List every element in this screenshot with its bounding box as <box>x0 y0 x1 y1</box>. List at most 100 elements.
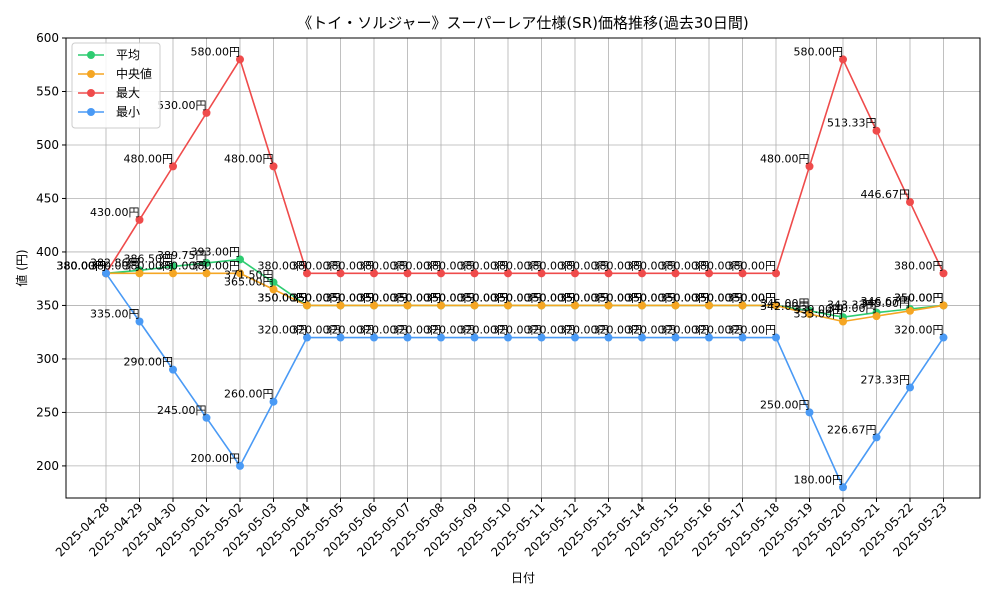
data-label: 350.00円 <box>894 291 944 304</box>
y-tick-label: 200 <box>36 459 59 473</box>
data-point <box>202 108 211 117</box>
data-label: 320.00円 <box>425 324 475 337</box>
data-point <box>772 333 780 342</box>
data-label: 350.00円 <box>325 291 375 304</box>
data-point <box>236 255 244 264</box>
data-label: 350.00円 <box>291 291 341 304</box>
data-label: 350.00円 <box>258 291 308 304</box>
data-point <box>839 317 847 326</box>
series-line <box>105 272 945 489</box>
data-point <box>738 269 747 278</box>
data-point <box>135 317 144 326</box>
data-point <box>504 269 512 278</box>
data-label: 380.00円 <box>291 259 341 272</box>
chart-title: 《トイ・ソルジャー》スーパーレア仕様(SR)価格推移(過去30日間) <box>297 14 749 32</box>
data-label: 380.00円 <box>57 259 107 272</box>
data-point <box>470 301 479 310</box>
data-label: 380.00円 <box>157 259 207 272</box>
data-label: 350.00円 <box>727 291 777 304</box>
data-label: 350.00円 <box>593 291 643 304</box>
data-point <box>336 301 345 310</box>
data-point <box>169 162 177 171</box>
data-point <box>370 333 378 342</box>
data-point <box>805 162 814 171</box>
data-label: 320.00円 <box>626 324 676 337</box>
data-label: 350.00円 <box>425 291 475 304</box>
data-label: 380.00円 <box>358 259 408 272</box>
data-label: 226.67円 <box>827 423 877 436</box>
data-label: 350.00円 <box>660 291 710 304</box>
data-label: 320.00円 <box>693 324 743 337</box>
data-label: 380.00円 <box>90 259 140 272</box>
data-label: 382.86円 <box>90 256 140 269</box>
data-label: 380.00円 <box>492 259 542 272</box>
data-point <box>671 269 680 278</box>
data-label: 380.00円 <box>727 259 777 272</box>
data-label: 350.00円 <box>660 291 710 304</box>
data-label: 350.00円 <box>693 291 743 304</box>
data-label: 320.00円 <box>325 324 375 337</box>
data-point <box>638 269 646 278</box>
data-label: 350.00円 <box>727 291 777 304</box>
y-tick-label: 350 <box>36 298 59 312</box>
legend-marker <box>87 108 95 116</box>
data-label: 380.00円 <box>626 259 676 272</box>
data-label: 320.00円 <box>459 324 509 337</box>
data-point <box>571 333 579 342</box>
data-label: 350.00円 <box>325 291 375 304</box>
x-axis-label: 日付 <box>511 571 535 585</box>
data-point <box>906 383 914 392</box>
data-label: 260.00円 <box>224 388 274 401</box>
data-label: 350.00円 <box>492 291 542 304</box>
legend-entry: 最大 <box>116 86 140 100</box>
data-point <box>236 55 244 64</box>
data-label: 350.00円 <box>593 291 643 304</box>
data-label: 365.00円 <box>224 275 274 288</box>
data-label: 345.00円 <box>861 297 911 310</box>
data-label: 380.00円 <box>124 259 174 272</box>
data-label: 380.00円 <box>425 259 475 272</box>
data-label: 380.00円 <box>258 259 308 272</box>
data-point <box>269 162 278 171</box>
data-point <box>403 269 412 278</box>
data-point <box>504 301 512 310</box>
data-point <box>571 269 579 278</box>
data-label: 380.00円 <box>693 259 743 272</box>
data-point <box>403 301 412 310</box>
data-label: 386.50円 <box>124 252 174 265</box>
data-label: 320.00円 <box>258 324 308 337</box>
series-line <box>106 272 944 323</box>
data-label: 350.00円 <box>559 291 609 304</box>
data-point <box>872 312 881 321</box>
data-label: 200.00円 <box>191 452 241 465</box>
data-point <box>738 333 747 342</box>
data-label: 350.00円 <box>459 291 509 304</box>
data-point <box>135 215 144 224</box>
legend-marker <box>87 51 95 59</box>
data-label: 350.00円 <box>392 291 442 304</box>
data-point <box>537 301 546 310</box>
data-point <box>102 269 110 278</box>
data-point <box>169 262 177 271</box>
data-point <box>370 269 378 278</box>
data-point <box>269 397 278 406</box>
data-point <box>604 301 613 310</box>
series-line <box>105 57 945 275</box>
data-point <box>638 301 646 310</box>
data-point <box>604 333 613 342</box>
data-label: 320.00円 <box>559 324 609 337</box>
y-tick-label: 300 <box>36 352 59 366</box>
data-point <box>805 408 814 417</box>
data-label: 480.00円 <box>760 152 810 165</box>
data-point <box>705 301 713 310</box>
data-label: 180.00円 <box>794 473 844 486</box>
data-point <box>939 301 948 310</box>
data-label: 335.00円 <box>794 307 844 320</box>
data-point <box>772 269 780 278</box>
data-point <box>202 258 211 267</box>
data-label: 320.00円 <box>358 324 408 337</box>
data-label: 580.00円 <box>794 45 844 58</box>
